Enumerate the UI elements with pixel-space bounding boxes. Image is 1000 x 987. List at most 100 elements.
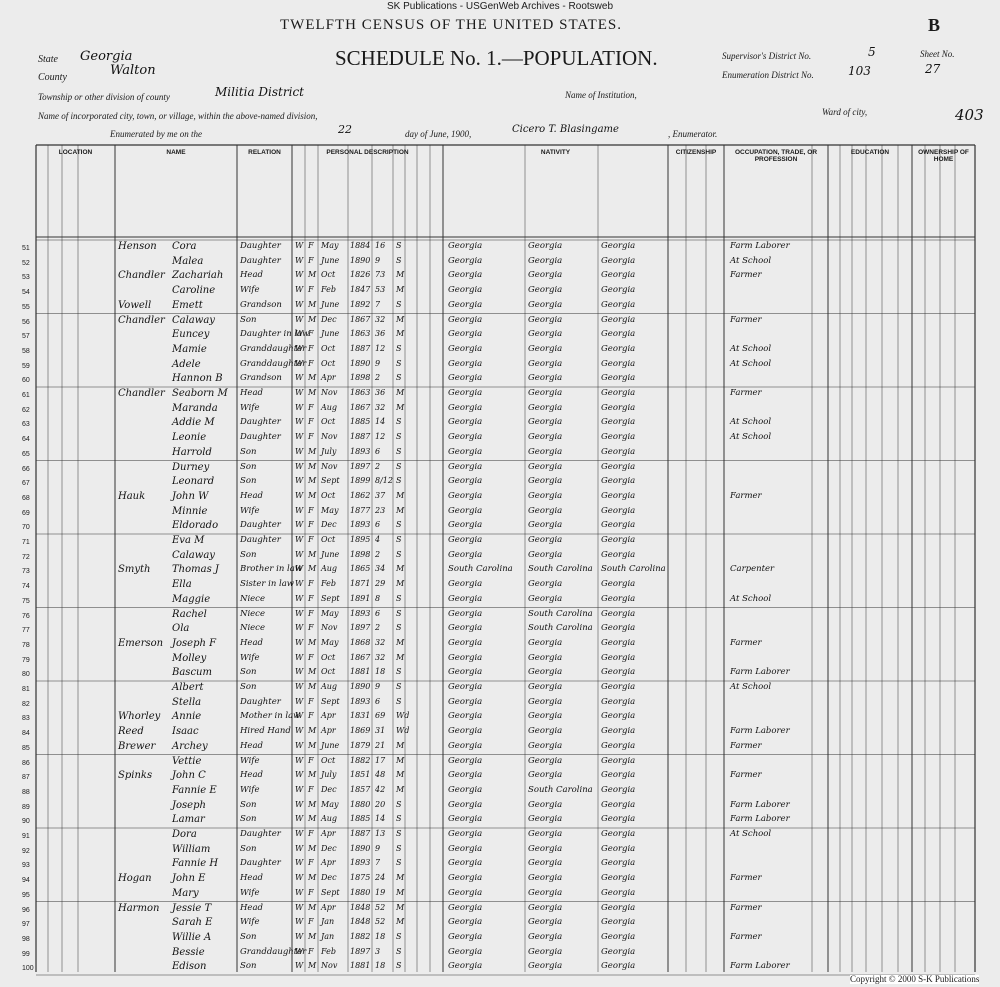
cell-surname: Smyth xyxy=(118,564,151,576)
cell-line: 64 xyxy=(22,436,30,444)
cell-father: Georgia xyxy=(528,667,563,678)
cell-born: Georgia xyxy=(448,549,483,560)
schedule: SCHEDULE No. 1.—POPULATION. xyxy=(335,46,658,70)
cell-age: 34 xyxy=(375,564,386,574)
cell-year: 1885 xyxy=(350,814,371,824)
cell-marital: S xyxy=(396,241,402,250)
cell-marital: S xyxy=(396,417,402,427)
cell-color: W xyxy=(295,535,304,544)
cell-sex: M xyxy=(308,814,317,824)
cell-father: Georgia xyxy=(528,843,563,854)
cell-father: Georgia xyxy=(528,241,563,251)
cell-mother: Georgia xyxy=(601,814,636,825)
cell-born: Georgia xyxy=(448,711,483,722)
cell-name: John W xyxy=(172,490,209,502)
cell-line: 78 xyxy=(22,641,30,649)
cell-rel: Wife xyxy=(240,887,260,898)
cell-marital: S xyxy=(396,358,402,368)
cell-mother: Georgia xyxy=(601,887,636,898)
cell-year: 1851 xyxy=(350,770,371,780)
cell-month: May xyxy=(321,799,339,809)
cell-month: Oct xyxy=(321,490,336,500)
cell-name: Addie M xyxy=(172,417,215,429)
cell-rel: Son xyxy=(240,446,257,457)
cell-mother: Georgia xyxy=(601,696,636,707)
cell-year: 1890 xyxy=(350,682,371,691)
cell-father: Georgia xyxy=(528,579,563,590)
cell-occ: Farmer xyxy=(730,931,762,942)
cell-color: W xyxy=(295,652,304,662)
cell-name: Cora xyxy=(172,241,197,252)
cell-month: Nov xyxy=(321,432,338,442)
cell-rel: Wife xyxy=(240,755,260,766)
cell-rel: Son xyxy=(240,549,257,560)
cell-name: Edison xyxy=(172,961,207,973)
cell-surname: Vowell xyxy=(118,299,152,311)
cell-line: 97 xyxy=(22,921,30,929)
cell-name: Albert xyxy=(172,682,204,693)
column-heading: LOCATION xyxy=(58,149,93,156)
cell-sex: M xyxy=(308,299,317,309)
cell-father: Georgia xyxy=(528,887,563,898)
cell-mother: Georgia xyxy=(601,623,636,634)
cell-year: 1898 xyxy=(350,373,371,383)
cell-line: 57 xyxy=(22,333,30,341)
cell-rel: Wife xyxy=(240,402,260,413)
cell-color: W xyxy=(295,770,304,780)
cell-rel: Mother in law xyxy=(240,711,301,722)
cell-month: Apr xyxy=(321,902,336,912)
cell-marital: S xyxy=(396,961,402,971)
cell-name: Zachariah xyxy=(172,270,224,282)
cell-father: Georgia xyxy=(528,593,563,604)
cell-marital: S xyxy=(396,858,402,868)
cell-sex: F xyxy=(308,711,314,721)
cell-color: W xyxy=(295,432,304,442)
cell-year: 1867 xyxy=(350,652,371,662)
cell-born: Georgia xyxy=(448,329,483,340)
label: Enumerated by me on the xyxy=(110,129,202,139)
cell-occ: At School xyxy=(730,432,772,443)
cell-year: 1880 xyxy=(350,887,371,897)
cell-name: Ella xyxy=(172,579,192,591)
cell-year: 1862 xyxy=(350,490,371,500)
cell-color: W xyxy=(295,740,304,750)
cell-sex: F xyxy=(308,432,314,442)
cell-color: W xyxy=(295,784,304,794)
cell-rel: Head xyxy=(240,770,263,781)
cell-mother: Georgia xyxy=(601,417,636,428)
cell-father: Georgia xyxy=(528,358,563,369)
cell-month: Feb xyxy=(321,946,336,956)
cell-occ: Farmer xyxy=(730,314,762,325)
cell-sex: F xyxy=(308,696,314,706)
cell-line: 86 xyxy=(22,759,30,767)
cell-age: 73 xyxy=(375,270,386,280)
cell-sex: F xyxy=(308,858,314,868)
cell-sex: F xyxy=(308,343,314,353)
cell-color: W xyxy=(295,241,304,250)
cell-year: 1867 xyxy=(350,402,371,412)
cell-name: Mary xyxy=(172,887,199,899)
cell-marital: S xyxy=(396,829,402,838)
cell-marital: M xyxy=(396,755,405,765)
cell-color: W xyxy=(295,711,304,721)
cell-mother: Georgia xyxy=(601,593,636,604)
column-heading: PERSONAL DESCRIPTION xyxy=(326,149,409,156)
cell-born: Georgia xyxy=(448,358,483,369)
cell-month: Nov xyxy=(321,461,338,471)
cell-rel: Wife xyxy=(240,505,260,516)
cell-surname: Brewer xyxy=(118,740,156,752)
cell-month: Aug xyxy=(321,682,338,691)
cell-born: Georgia xyxy=(448,931,483,942)
cell-mother: Georgia xyxy=(601,402,636,413)
cell-born: Georgia xyxy=(448,784,483,795)
cell-marital: M xyxy=(396,637,405,647)
cell-month: Nov xyxy=(321,388,338,397)
cell-age: 20 xyxy=(375,799,386,809)
cell-mother: Georgia xyxy=(601,946,636,957)
cell-age: 23 xyxy=(375,505,386,515)
cell-line: 54 xyxy=(22,289,30,297)
cell-mother: Georgia xyxy=(601,270,636,281)
cell-mother: Georgia xyxy=(601,637,636,648)
cell-sex: M xyxy=(308,667,317,677)
cell-father: Georgia xyxy=(528,549,563,560)
